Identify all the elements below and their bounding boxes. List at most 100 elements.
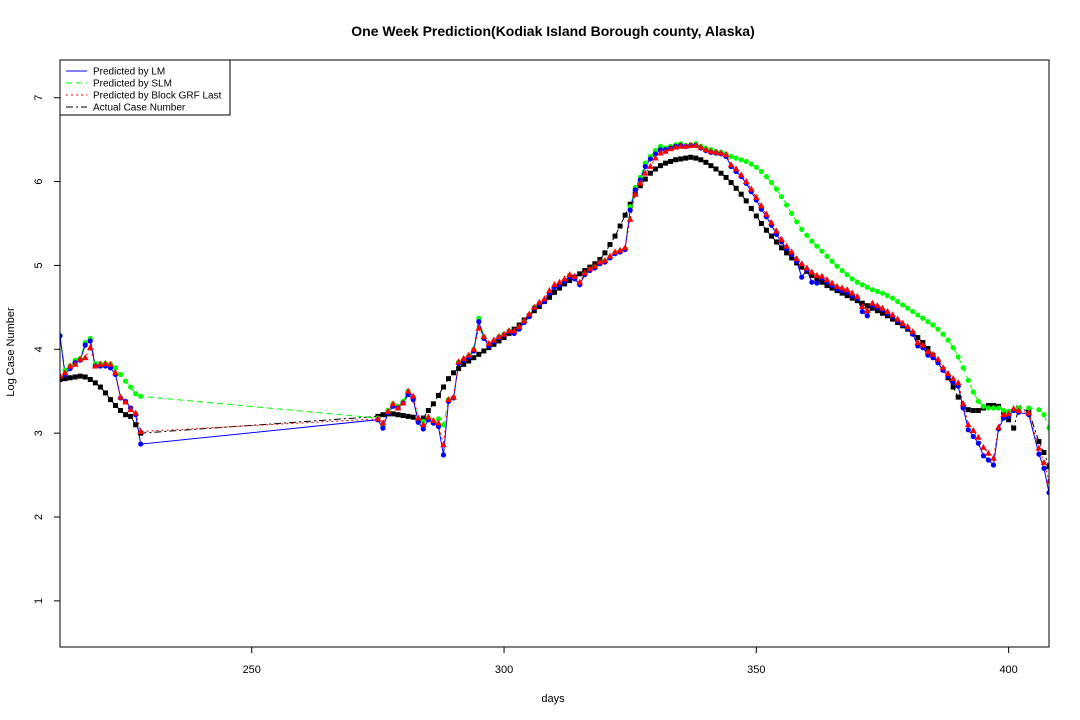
data-point [955, 394, 961, 400]
data-point [788, 248, 795, 255]
data-point [667, 145, 674, 152]
data-point [899, 319, 906, 326]
data-point [435, 416, 442, 422]
data-point [935, 326, 941, 332]
data-point [758, 221, 764, 227]
data-point [461, 361, 467, 367]
data-point [794, 219, 800, 225]
data-point [390, 411, 396, 417]
data-point [82, 342, 88, 348]
data-point [814, 280, 820, 286]
data-point [844, 272, 850, 278]
data-point [435, 392, 441, 398]
data-point [859, 308, 865, 315]
data-point [435, 419, 442, 426]
data-point [703, 159, 709, 165]
data-point [717, 149, 725, 156]
data-point [929, 350, 937, 357]
data-point [773, 227, 780, 234]
data-point [622, 212, 628, 218]
data-point [909, 328, 917, 335]
data-point [803, 264, 811, 271]
data-point [895, 298, 901, 305]
data-point [62, 376, 68, 382]
data-point [420, 415, 426, 421]
data-point [577, 271, 583, 277]
data-point [395, 412, 401, 418]
data-point [874, 288, 881, 295]
data-point [733, 155, 739, 161]
y-tick-label: 3 [33, 430, 45, 436]
data-point [410, 414, 416, 420]
data-point [1011, 425, 1017, 431]
series-line-actual-case-number [60, 156, 1049, 467]
data-point [476, 351, 482, 357]
data-point [910, 308, 916, 315]
data-point [874, 302, 881, 309]
data-point [480, 333, 488, 340]
data-point [87, 338, 93, 344]
data-point [636, 179, 644, 186]
data-point [789, 210, 795, 217]
data-point [97, 384, 103, 390]
data-point [688, 154, 694, 160]
data-point [399, 399, 407, 406]
data-point [445, 396, 452, 403]
data-point [450, 393, 457, 400]
data-point [939, 364, 947, 371]
data-point [1041, 412, 1047, 418]
data-point [743, 158, 749, 165]
data-point [414, 414, 422, 421]
data-point [925, 319, 931, 325]
y-tick-label: 2 [33, 514, 45, 520]
data-point [934, 355, 942, 362]
data-point [82, 374, 88, 380]
data-point [980, 443, 987, 450]
data-point [632, 187, 638, 193]
x-tick-label: 400 [999, 664, 1017, 676]
data-point [960, 365, 966, 371]
data-point [970, 389, 976, 395]
data-point [914, 338, 922, 345]
data-point [92, 380, 98, 386]
data-point [1006, 417, 1012, 423]
data-point [556, 278, 563, 285]
data-point [959, 400, 967, 407]
data-point [955, 354, 961, 360]
data-point [76, 355, 84, 362]
data-point [546, 294, 552, 300]
data-point [112, 365, 119, 371]
data-point [784, 250, 790, 256]
data-point [505, 327, 513, 334]
data-point [60, 372, 64, 379]
data-point [379, 419, 387, 426]
data-point [389, 400, 397, 407]
data-point [687, 141, 695, 148]
data-point [631, 190, 639, 197]
data-point [697, 143, 705, 150]
data-point [889, 295, 896, 301]
data-point [965, 407, 971, 413]
data-point [430, 416, 437, 423]
data-point [964, 421, 972, 428]
data-point [621, 244, 629, 251]
data-point [1000, 407, 1007, 414]
x-tick-label: 250 [243, 664, 261, 676]
data-point [138, 441, 144, 447]
data-point [77, 373, 83, 379]
data-point [809, 273, 815, 279]
data-point [596, 258, 604, 265]
data-point [1040, 458, 1048, 465]
data-point [1010, 405, 1017, 412]
data-point [425, 408, 431, 414]
data-point [828, 279, 836, 286]
data-point [713, 166, 719, 172]
data-point [122, 378, 129, 384]
data-point [889, 311, 896, 318]
legend-label: Predicted by Block GRF Last [93, 91, 222, 102]
series-markers-predicted-by-lm [60, 142, 1049, 496]
data-point [122, 398, 129, 405]
x-axis: 250 300 350 400 [243, 647, 1018, 676]
data-point [965, 427, 971, 433]
data-point [102, 390, 108, 396]
